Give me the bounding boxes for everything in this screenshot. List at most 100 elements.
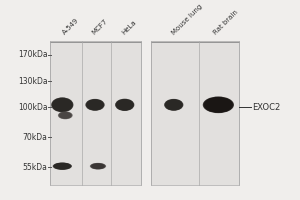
Ellipse shape: [59, 165, 66, 168]
Ellipse shape: [55, 163, 70, 169]
Ellipse shape: [169, 102, 178, 108]
Ellipse shape: [88, 100, 102, 109]
Ellipse shape: [213, 102, 224, 108]
Ellipse shape: [62, 113, 69, 117]
Bar: [50, 41, 141, 185]
Ellipse shape: [93, 164, 103, 168]
Ellipse shape: [56, 101, 68, 109]
Ellipse shape: [59, 103, 65, 107]
Ellipse shape: [122, 103, 127, 106]
Ellipse shape: [92, 164, 104, 168]
Ellipse shape: [168, 101, 179, 108]
Ellipse shape: [54, 99, 70, 110]
Ellipse shape: [58, 102, 67, 108]
Ellipse shape: [214, 103, 223, 107]
Text: 70kDa: 70kDa: [22, 133, 47, 142]
Ellipse shape: [95, 165, 101, 167]
Ellipse shape: [58, 165, 66, 168]
Ellipse shape: [115, 99, 134, 111]
Ellipse shape: [169, 102, 179, 108]
Ellipse shape: [91, 102, 99, 108]
Ellipse shape: [121, 102, 129, 107]
Ellipse shape: [93, 104, 97, 106]
Ellipse shape: [119, 101, 130, 108]
Ellipse shape: [54, 163, 71, 169]
Ellipse shape: [204, 97, 233, 113]
Ellipse shape: [215, 103, 222, 107]
Ellipse shape: [120, 102, 130, 108]
Ellipse shape: [206, 98, 230, 111]
Bar: [50, 41, 141, 185]
Ellipse shape: [117, 100, 133, 110]
Ellipse shape: [212, 101, 225, 108]
Ellipse shape: [94, 165, 102, 168]
Ellipse shape: [89, 101, 101, 109]
Ellipse shape: [53, 163, 71, 170]
Ellipse shape: [55, 163, 70, 169]
Ellipse shape: [54, 163, 70, 169]
Ellipse shape: [116, 100, 133, 110]
Ellipse shape: [95, 165, 101, 167]
Ellipse shape: [205, 98, 232, 112]
Ellipse shape: [60, 103, 64, 106]
Ellipse shape: [118, 100, 132, 109]
Ellipse shape: [53, 98, 72, 111]
Ellipse shape: [96, 165, 100, 167]
Ellipse shape: [59, 165, 65, 167]
Ellipse shape: [90, 101, 101, 108]
Ellipse shape: [52, 98, 72, 111]
Ellipse shape: [63, 114, 67, 116]
Ellipse shape: [95, 165, 101, 167]
Ellipse shape: [92, 164, 104, 169]
Ellipse shape: [59, 103, 66, 107]
Ellipse shape: [60, 113, 70, 118]
Ellipse shape: [86, 100, 103, 110]
Ellipse shape: [205, 97, 232, 112]
Ellipse shape: [210, 100, 226, 109]
Ellipse shape: [60, 113, 70, 118]
Ellipse shape: [170, 103, 177, 107]
Ellipse shape: [116, 99, 134, 111]
Ellipse shape: [57, 101, 68, 108]
Ellipse shape: [85, 99, 105, 111]
Ellipse shape: [172, 104, 175, 106]
Text: Rat brain: Rat brain: [213, 9, 239, 36]
Ellipse shape: [94, 164, 102, 168]
Ellipse shape: [52, 98, 73, 112]
Ellipse shape: [60, 165, 64, 167]
Ellipse shape: [53, 99, 71, 111]
Ellipse shape: [88, 100, 103, 109]
Ellipse shape: [93, 164, 103, 168]
Ellipse shape: [92, 103, 98, 107]
Ellipse shape: [203, 97, 233, 113]
Ellipse shape: [90, 163, 106, 169]
Ellipse shape: [207, 99, 230, 111]
Ellipse shape: [94, 165, 102, 168]
Ellipse shape: [211, 101, 226, 109]
Ellipse shape: [51, 97, 74, 112]
Ellipse shape: [164, 99, 183, 111]
Ellipse shape: [207, 99, 230, 111]
Ellipse shape: [92, 103, 98, 107]
Ellipse shape: [59, 112, 72, 119]
Bar: [152, 41, 239, 185]
Ellipse shape: [88, 101, 102, 109]
Ellipse shape: [59, 112, 71, 119]
Ellipse shape: [56, 164, 69, 169]
Ellipse shape: [168, 101, 180, 109]
Ellipse shape: [171, 103, 177, 107]
Ellipse shape: [167, 101, 180, 109]
Ellipse shape: [56, 100, 69, 109]
Text: EXOC2: EXOC2: [253, 103, 281, 112]
Ellipse shape: [214, 102, 223, 107]
Ellipse shape: [123, 104, 127, 106]
Ellipse shape: [166, 100, 181, 109]
Ellipse shape: [92, 164, 104, 169]
Bar: [152, 41, 239, 185]
Ellipse shape: [91, 163, 105, 169]
Ellipse shape: [90, 163, 106, 169]
Ellipse shape: [122, 103, 127, 106]
Ellipse shape: [86, 99, 104, 110]
Ellipse shape: [122, 103, 128, 107]
Ellipse shape: [93, 164, 103, 168]
